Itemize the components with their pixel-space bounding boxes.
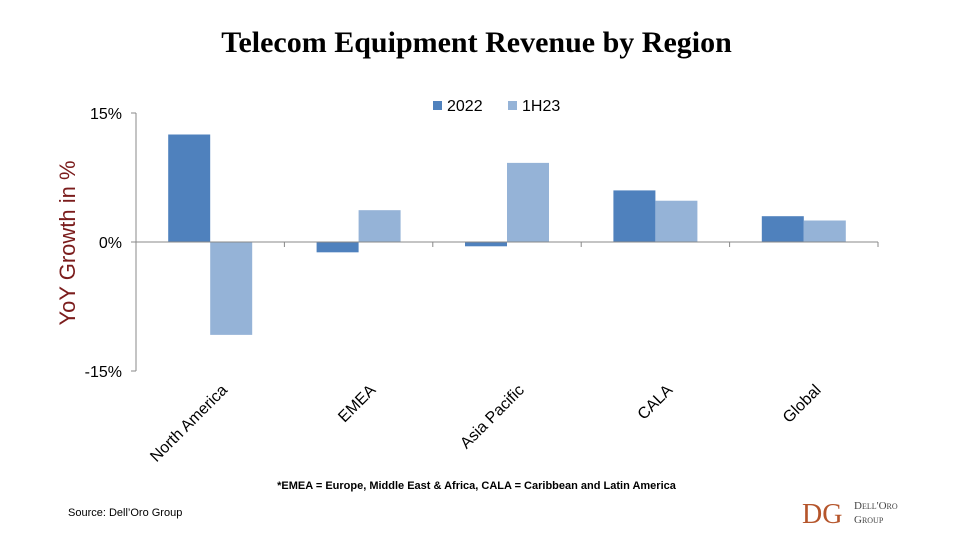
bar (507, 162, 549, 242)
x-tick-label: CALA (635, 382, 677, 424)
dell-oro-logo: DG Dell'Oro Group (800, 497, 920, 530)
x-tick-label: Global (780, 382, 825, 427)
bar (358, 210, 401, 242)
x-tick-label: Asia Pacific (457, 382, 528, 453)
svg-text:DG: DG (802, 499, 842, 529)
bar (316, 242, 359, 253)
source-note: Source: Dell’Oro Group (68, 507, 183, 519)
logo-line-2: Group (854, 514, 884, 526)
legend-label: 1H23 (522, 98, 560, 115)
y-axis-ticks: 15% 0% -15% (85, 106, 122, 381)
legend-swatch (508, 101, 517, 110)
bar (655, 200, 698, 242)
chart-title: Telecom Equipment Revenue by Region (221, 26, 732, 59)
logo-line-1: Dell'Oro (854, 500, 898, 512)
bar (613, 190, 656, 242)
y-tick-label: 0% (99, 235, 122, 252)
y-tick-label: -15% (85, 364, 122, 381)
y-tick-label: 15% (90, 106, 122, 123)
bars (168, 134, 846, 335)
legend-swatch (433, 101, 442, 110)
bar (465, 242, 507, 247)
footnote: *EMEA = Europe, Middle East & Africa, CA… (277, 480, 676, 492)
legend: 2022 1H23 (433, 98, 560, 115)
axes (131, 112, 879, 372)
logo-mark-icon: DG (802, 499, 842, 530)
bar (210, 242, 253, 335)
y-axis-label: YoY Growth in % (55, 160, 80, 325)
bar (803, 220, 846, 242)
bar (168, 134, 211, 242)
legend-label: 2022 (447, 98, 483, 115)
x-tick-label: EMEA (335, 382, 379, 426)
x-axis-ticks: North America EMEA Asia Pacific CALA Global (147, 382, 824, 466)
x-tick-label: North America (147, 382, 231, 466)
bar (761, 216, 804, 242)
